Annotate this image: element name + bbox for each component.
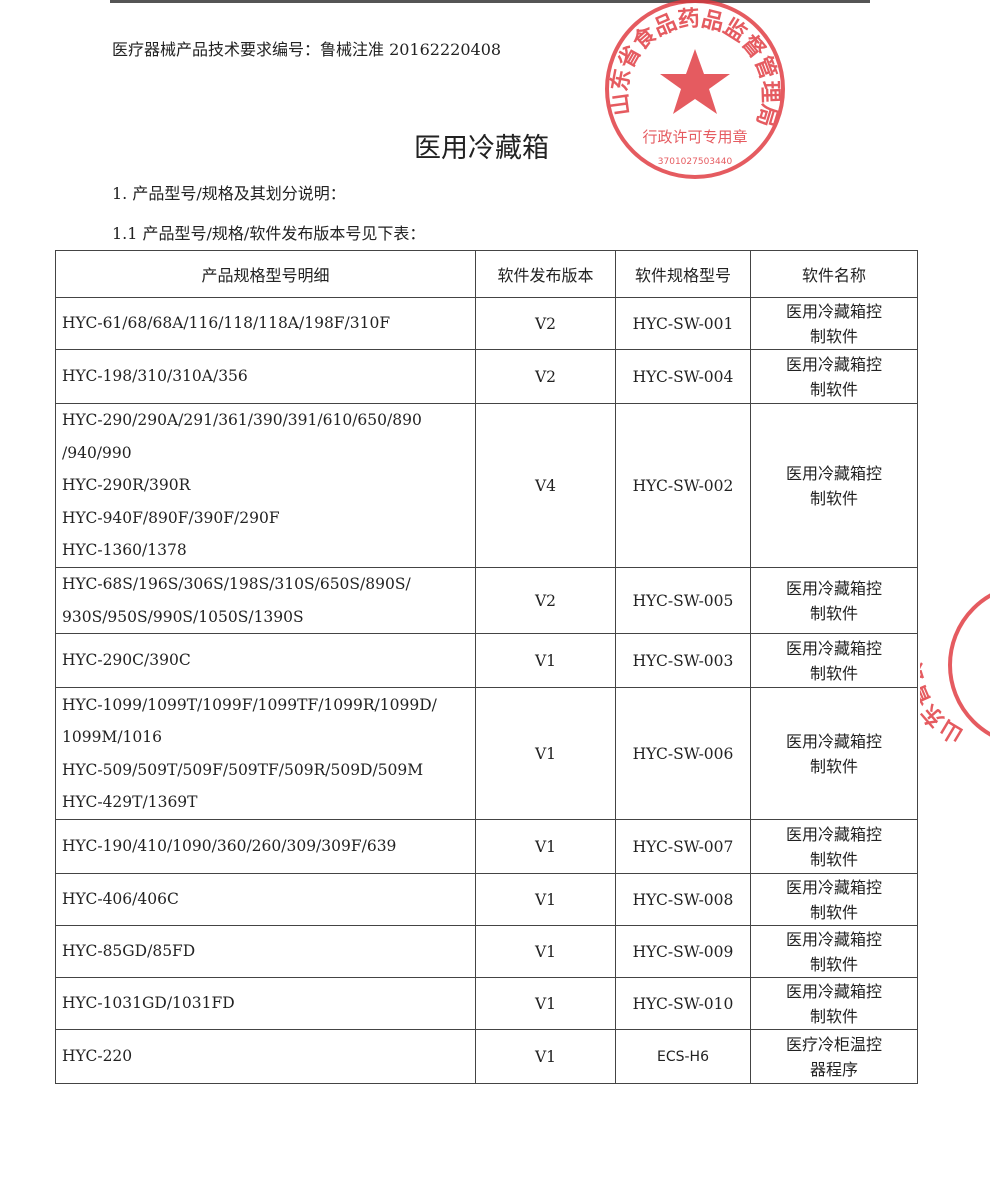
spec-cell: HYC-SW-005 — [615, 567, 751, 634]
table-row: HYC-68S/196S/306S/198S/310S/650S/890S/93… — [55, 567, 918, 634]
version-cell: V1 — [475, 1029, 616, 1084]
model-line: HYC-406/406C — [62, 890, 179, 909]
software-version-table: 产品规格型号明细 软件发布版本 软件规格型号 软件名称 HYC-61/68/68… — [55, 250, 918, 1084]
table-row: HYC-1099/1099T/1099F/1099TF/1099R/1099D/… — [55, 687, 918, 820]
header-models: 产品规格型号明细 — [55, 250, 476, 298]
header-name: 软件名称 — [750, 250, 918, 298]
software-name-cell: 医用冷藏箱控 制软件 — [750, 819, 918, 874]
model-line: HYC-1360/1378 — [62, 541, 187, 560]
version-cell: V1 — [475, 925, 616, 978]
table-row: HYC-220 V1 ECS-H6 医疗冷柜温控 器程序 — [55, 1029, 918, 1084]
official-seal: 山东省食品药品监督管理局 行政许可专用章 3701027503440 — [605, 0, 785, 179]
model-line: HYC-509/509T/509F/509TF/509R/509D/509M — [62, 760, 424, 779]
software-name-cell: 医用冷藏箱控 制软件 — [750, 297, 918, 350]
table-row: HYC-61/68/68A/116/118/118A/198F/310F V2 HY… — [55, 297, 918, 350]
version-cell: V1 — [475, 819, 616, 874]
svg-text:山东省食品药品监督管理局: 山东省食品药品监督管理局 — [606, 6, 782, 129]
header-version: 软件发布版本 — [475, 250, 616, 298]
model-line: 1099M/1016 — [62, 728, 162, 746]
model-cell: HYC-85GD/85FD — [55, 925, 476, 978]
version-cell: V4 — [475, 403, 616, 568]
model-line: HYC-429T/1369T — [62, 793, 198, 811]
model-cell: HYC-68S/196S/306S/198S/310S/650S/890S/93… — [55, 567, 476, 634]
model-line: HYC-290R/390R — [62, 476, 191, 495]
spec-cell: HYC-SW-004 — [615, 349, 751, 404]
model-line: HYC-940F/890F/390F/290F — [62, 508, 280, 527]
spec-cell: HYC-SW-007 — [615, 819, 751, 874]
page-title: 医用冷藏箱 — [414, 133, 549, 164]
software-name-cell: 医用冷藏箱控 制软件 — [750, 925, 918, 978]
header-spec: 软件规格型号 — [615, 250, 751, 298]
software-name-cell: 医用冷藏箱控 制软件 — [750, 349, 918, 404]
spec-cell: HYC-SW-009 — [615, 925, 751, 978]
model-line: HYC-198/310/310A/356 — [62, 367, 248, 386]
svg-text:山东省食: 山东省食 — [920, 659, 968, 747]
version-cell: V2 — [475, 567, 616, 634]
table-row: HYC-290/290A/291/361/390/391/610/650/890… — [55, 403, 918, 568]
software-name-cell: 医用冷藏箱控 制软件 — [750, 977, 918, 1030]
model-line: HYC-1099/1099T/1099F/1099TF/1099R/1099D/ — [62, 695, 437, 714]
table-row: HYC-198/310/310A/356 V2 HYC-SW-004 医用冷藏箱控 制软… — [55, 349, 918, 404]
spec-cell: HYC-SW-002 — [615, 403, 751, 568]
model-line: HYC-61/68/68A/116/118/118A/198F/310F — [62, 314, 391, 333]
table-row: HYC-1031GD/1031FD V1 HYC-SW-010 医用冷藏箱控 制软件 — [55, 977, 918, 1030]
table-row: HYC-406/406C V1 HYC-SW-008 医用冷藏箱控 制软件 — [55, 873, 918, 926]
model-line: 930S/950S/990S/1050S/1390S — [62, 607, 304, 626]
spec-cell: HYC-SW-008 — [615, 873, 751, 926]
model-line: HYC-290C/390C — [62, 651, 191, 670]
spec-cell: ECS-H6 — [615, 1029, 751, 1084]
table-row: HYC-190/410/1090/360/260/309/309F/639 V1 H… — [55, 819, 918, 874]
software-name-cell: 医用冷藏箱控 制软件 — [750, 873, 918, 926]
software-name-cell: 医用冷藏箱控 制软件 — [750, 687, 918, 820]
svg-text:3701027503440: 3701027503440 — [658, 157, 733, 167]
software-name-cell: 医用冷藏箱控 制软件 — [750, 403, 918, 568]
svg-text:行政许可专用章: 行政许可专用章 — [642, 128, 747, 146]
version-cell: V1 — [475, 977, 616, 1030]
model-cell: HYC-190/410/1090/360/260/309/309F/639 — [55, 819, 476, 874]
model-cell: HYC-1031GD/1031FD — [55, 977, 476, 1030]
subsection-heading: 1.1 产品型号/规格/软件发布版本号见下表： — [112, 224, 426, 243]
spec-cell: HYC-SW-006 — [615, 687, 751, 820]
software-name-cell: 医用冷藏箱控 制软件 — [750, 633, 918, 688]
model-cell: HYC-290/290A/291/361/390/391/610/650/890… — [55, 403, 476, 568]
model-line: HYC-290/290A/291/361/390/391/610/650/890 — [62, 411, 422, 430]
star-icon — [660, 49, 730, 114]
spec-cell: HYC-SW-010 — [615, 977, 751, 1030]
partial-seal: 山东省食 — [920, 593, 990, 747]
model-line: HYC-220 — [62, 1047, 133, 1066]
version-cell: V1 — [475, 873, 616, 926]
model-line: HYC-68S/196S/306S/198S/310S/650S/890S/ — [62, 575, 411, 593]
model-cell: HYC-220 — [55, 1029, 476, 1084]
version-cell: V1 — [475, 687, 616, 820]
model-cell: HYC-198/310/310A/356 — [55, 349, 476, 404]
spec-cell: HYC-SW-001 — [615, 297, 751, 350]
software-name-cell: 医用冷藏箱控 制软件 — [750, 567, 918, 634]
section-heading: 1. 产品型号/规格及其划分说明： — [112, 184, 346, 203]
model-line: HYC-1031GD/1031FD — [62, 994, 235, 1013]
model-cell: HYC-1099/1099T/1099F/1099TF/1099R/1099D/… — [55, 687, 476, 820]
model-line: HYC-190/410/1090/360/260/309/309F/639 — [62, 837, 397, 856]
model-cell: HYC-290C/390C — [55, 633, 476, 688]
version-cell: V2 — [475, 349, 616, 404]
model-line: HYC-85GD/85FD — [62, 942, 196, 961]
table-header-row: 产品规格型号明细 软件发布版本 软件规格型号 软件名称 — [55, 250, 918, 298]
doc-number: 医疗器械产品技术要求编号：鲁械注准 20162220408 — [112, 40, 502, 59]
table-row: HYC-85GD/85FD V1 HYC-SW-009 医用冷藏箱控 制软件 — [55, 925, 918, 978]
spec-cell: HYC-SW-003 — [615, 633, 751, 688]
top-border — [110, 0, 870, 3]
model-cell: HYC-406/406C — [55, 873, 476, 926]
software-name-cell: 医疗冷柜温控 器程序 — [750, 1029, 918, 1084]
table-row: HYC-290C/390C V1 HYC-SW-003 医用冷藏箱控 制软件 — [55, 633, 918, 688]
model-line: /940/990 — [62, 443, 132, 462]
model-cell: HYC-61/68/68A/116/118/118A/198F/310F — [55, 297, 476, 350]
version-cell: V2 — [475, 297, 616, 350]
version-cell: V1 — [475, 633, 616, 688]
